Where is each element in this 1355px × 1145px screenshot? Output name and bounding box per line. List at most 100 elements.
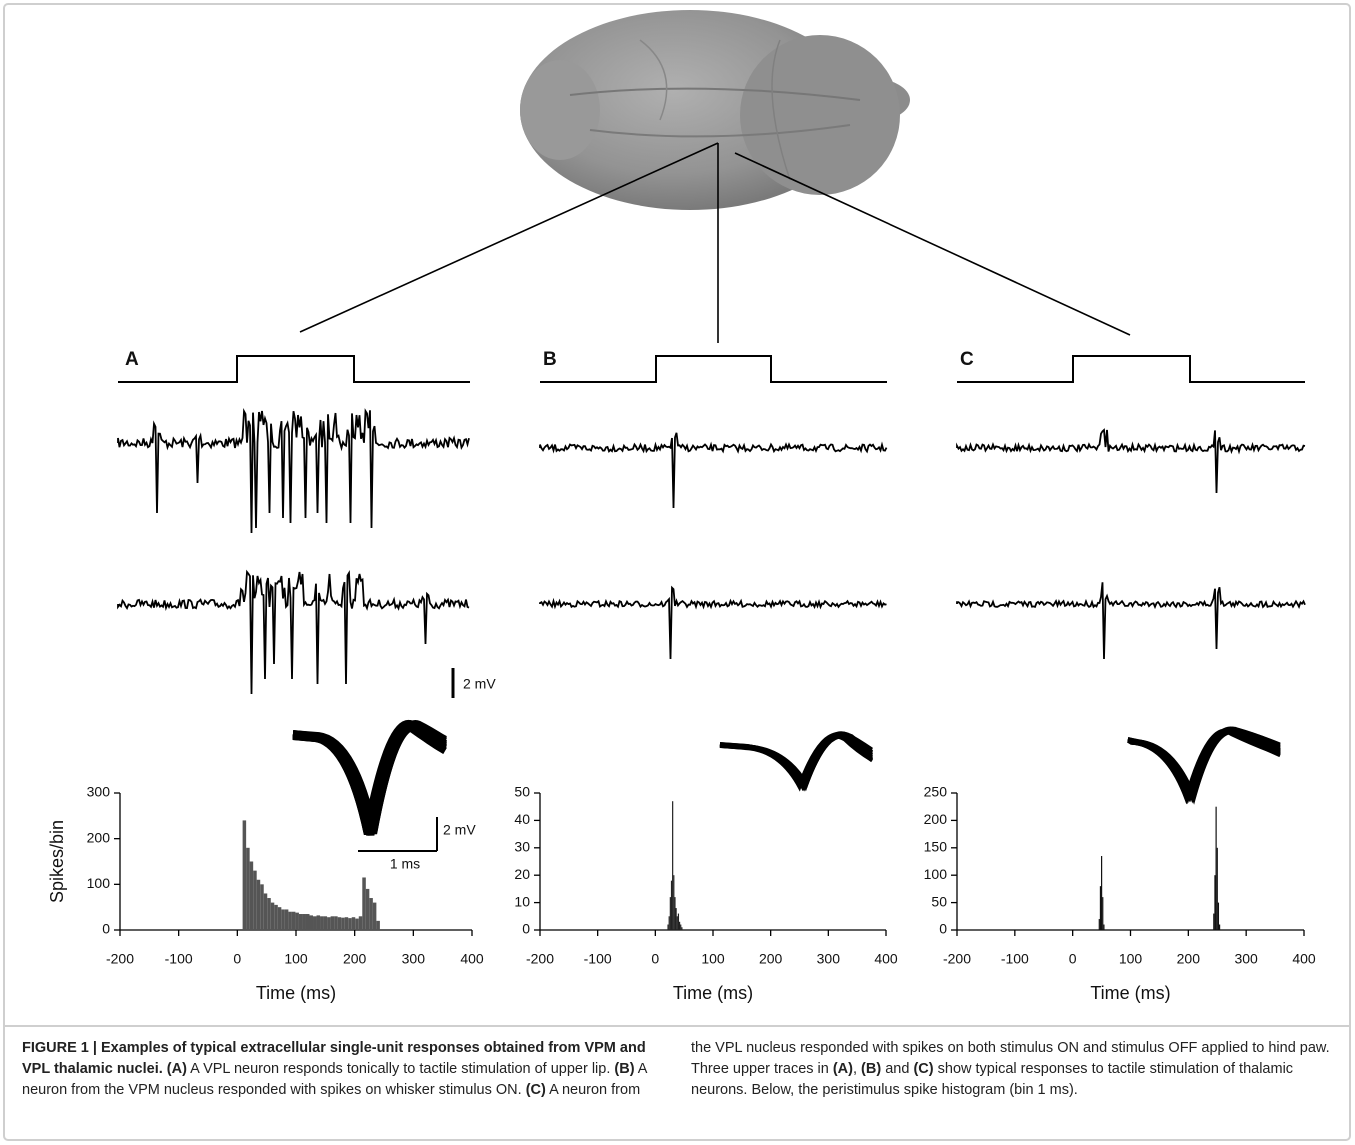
histogram-bar: [681, 927, 683, 930]
histogram-bar: [260, 884, 264, 930]
histogram-bar: [263, 893, 268, 930]
x-tick-label: 100: [284, 951, 308, 967]
histogram-bar: [341, 917, 345, 930]
y-tick-label: 20: [514, 866, 530, 882]
histogram-bar: [313, 916, 317, 930]
histogram-bar: [674, 897, 676, 930]
voltage-trace: [117, 569, 470, 695]
histogram-bar: [362, 877, 366, 930]
x-tick-label: 300: [402, 951, 426, 967]
histogram-bar: [1103, 924, 1105, 930]
voltage-trace: [956, 428, 1306, 494]
panel-ref: (C): [909, 1061, 934, 1077]
histogram-bar: [676, 916, 678, 930]
histogram-bar: [249, 861, 254, 930]
caption-text: and: [881, 1061, 910, 1077]
histogram-bar: [667, 924, 669, 930]
histogram-bar: [274, 904, 278, 930]
histogram-bar: [1218, 924, 1221, 930]
histogram-bar: [376, 920, 380, 930]
spike-waveform: [1127, 728, 1281, 802]
histogram-bar: [298, 914, 303, 930]
panel: C 0 50 100 150 200 250 -200 -100 0 100 200 300 400 Tim…: [924, 349, 1316, 1003]
x-tick-label: -100: [584, 951, 612, 967]
x-tick-label: 300: [1234, 951, 1258, 967]
histogram-bar: [242, 820, 247, 930]
voltage-trace: [117, 407, 470, 534]
scale-bar-label: 2 mV: [463, 676, 496, 692]
histogram-bar: [1215, 806, 1217, 930]
histogram-bar: [305, 914, 310, 930]
histogram-bar: [302, 914, 306, 930]
histogram-bar: [1102, 897, 1104, 930]
panel: B 0 10 20 30 40 50 -200 -100 0 100 200 300 400 Time (m…: [514, 349, 897, 1003]
histogram-bar: [327, 917, 331, 930]
y-tick-label: 10: [514, 893, 530, 909]
caption-text: A neuron from the VPM nucleus responded …: [22, 1061, 647, 1098]
histogram-bar: [246, 847, 250, 930]
histogram-bar: [358, 916, 363, 930]
panel: A 0 100 200 300 -200 -100 0 100 200 300 400 Time (ms…: [47, 349, 484, 1003]
frame: [3, 3, 1351, 1141]
histogram-bar: [337, 917, 342, 930]
histogram-bar: [291, 911, 296, 930]
histogram-bar: [256, 879, 261, 930]
histogram-bar: [372, 902, 377, 930]
stimulus-trace: [957, 355, 1305, 383]
caption-text: show typical responses to tactile stimul…: [691, 1061, 1294, 1098]
histogram-bar: [323, 916, 328, 930]
x-tick-label: 200: [759, 951, 783, 967]
brain-photo: [520, 10, 910, 210]
panel-label: B: [543, 349, 557, 370]
caption-text: A neuron from the VPL nucleus responded …: [545, 1040, 1330, 1098]
spike-waveform: [719, 733, 873, 790]
histogram-bar: [309, 915, 314, 930]
histogram-bar: [1213, 913, 1215, 930]
histogram-bar: [677, 913, 680, 930]
histogram-bar: [1099, 886, 1102, 930]
histogram-bar: [680, 924, 682, 930]
panel-label: C: [960, 349, 974, 370]
caption: FIGURE 1 | Examples of typical extracell…: [22, 1038, 1332, 1101]
voltage-trace: [956, 582, 1306, 660]
histogram-bar: [295, 912, 299, 930]
x-axis-title: Time (ms): [256, 983, 336, 1003]
histogram-bar: [267, 898, 271, 930]
x-tick-label: -100: [165, 951, 193, 967]
y-tick-label: 40: [514, 811, 530, 827]
x-tick-label: 400: [1292, 951, 1316, 967]
y-tick-label: 0: [522, 921, 530, 937]
y-tick-label: 100: [924, 866, 948, 882]
panel-ref: (C): [521, 1082, 546, 1098]
x-tick-label: 0: [1069, 951, 1077, 967]
voltage-trace: [539, 585, 887, 660]
y-tick-label: 30: [514, 839, 530, 855]
histogram-bar: [316, 915, 321, 930]
caption-text: A VPL neuron responds tonically to tacti…: [186, 1061, 611, 1077]
stimulus-trace: [118, 355, 470, 383]
histogram-bar: [351, 917, 356, 930]
histogram-bar: [288, 911, 292, 930]
histogram-bar: [1214, 875, 1216, 930]
histogram-bar: [673, 875, 675, 930]
panel-ref: (B): [610, 1061, 635, 1077]
histogram-bar: [334, 916, 338, 930]
histogram-bar: [1216, 847, 1218, 930]
histogram-bar: [281, 909, 285, 930]
y-tick-label: 0: [939, 921, 947, 937]
spike-waveform: [292, 722, 447, 833]
x-tick-label: -200: [526, 951, 554, 967]
panel-ref: (B): [857, 1061, 882, 1077]
x-tick-label: 400: [460, 951, 484, 967]
x-tick-label: 400: [874, 951, 898, 967]
histogram-bar: [330, 916, 335, 930]
x-tick-label: 100: [701, 951, 725, 967]
x-tick-label: 200: [1177, 951, 1201, 967]
histogram-bar: [670, 880, 673, 930]
histogram-bar: [678, 921, 681, 930]
caption-text: ,: [853, 1061, 858, 1077]
histogram-bar: [355, 918, 359, 930]
histogram-bar: [277, 907, 282, 930]
